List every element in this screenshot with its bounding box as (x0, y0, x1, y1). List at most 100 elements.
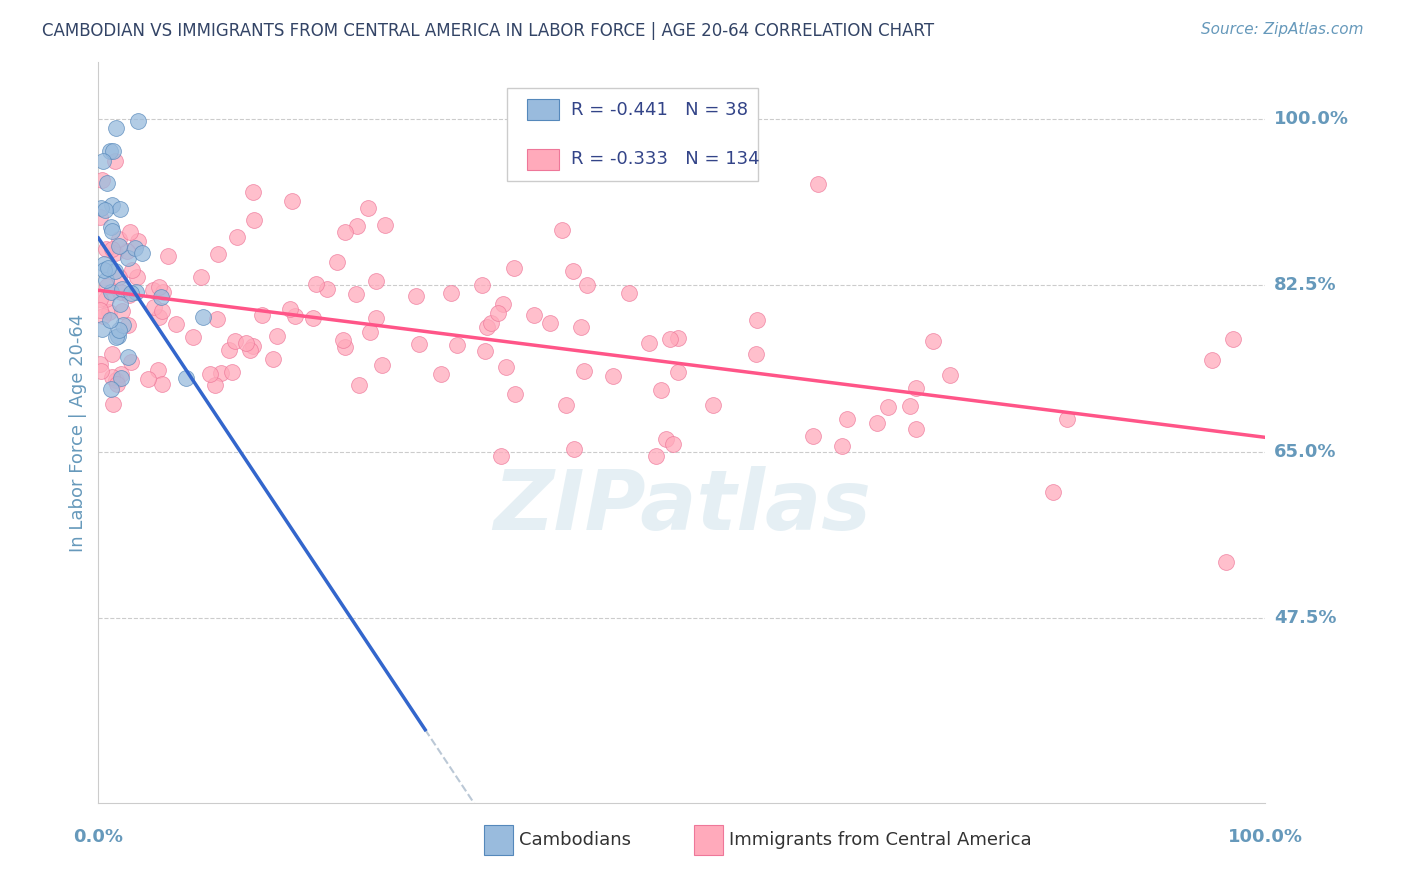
Point (98, 312, 121, 326)
Point (316, 282, 339, 296)
Point (602, 369, 624, 384)
Point (335, 340, 357, 354)
Point (204, 377, 226, 392)
Point (148, 363, 170, 377)
Point (104, 120, 127, 135)
Point (111, 304, 134, 318)
Point (101, 370, 124, 384)
Point (124, 241, 146, 255)
Point (405, 289, 427, 303)
Text: R = -0.333   N = 134: R = -0.333 N = 134 (571, 151, 759, 169)
Point (702, 398, 724, 412)
Point (110, 285, 132, 299)
Point (150, 377, 173, 392)
Point (107, 377, 129, 392)
Point (744, 347, 766, 361)
Point (371, 358, 394, 372)
Point (108, 202, 131, 216)
Point (104, 373, 127, 387)
Point (157, 249, 180, 263)
Point (278, 301, 301, 316)
Point (357, 201, 380, 215)
Point (344, 286, 367, 301)
Point (242, 339, 264, 353)
Point (125, 285, 148, 299)
Point (1042, 484, 1064, 499)
Point (489, 449, 512, 463)
Point (475, 319, 498, 334)
Point (149, 290, 172, 304)
Point (96, 279, 118, 293)
Point (97, 305, 120, 319)
Point (446, 338, 468, 352)
Point (90, 322, 112, 336)
Point (359, 325, 381, 339)
Point (165, 317, 187, 331)
Point (193, 310, 215, 324)
Point (218, 343, 240, 357)
FancyBboxPatch shape (693, 825, 723, 855)
Point (471, 277, 494, 292)
Point (111, 282, 134, 296)
Point (332, 334, 354, 348)
Point (745, 313, 768, 327)
Point (91, 309, 114, 323)
Point (866, 416, 889, 430)
Point (100, 219, 122, 234)
Point (430, 367, 453, 381)
Point (474, 344, 496, 359)
Point (326, 255, 349, 269)
Text: 100.0%: 100.0% (1227, 828, 1303, 846)
Point (150, 304, 173, 318)
Point (503, 261, 526, 276)
Point (120, 285, 142, 300)
Point (305, 277, 328, 291)
Point (94, 203, 117, 218)
Point (127, 234, 149, 248)
Text: Source: ZipAtlas.com: Source: ZipAtlas.com (1201, 22, 1364, 37)
FancyBboxPatch shape (508, 88, 758, 181)
Point (108, 239, 131, 253)
Y-axis label: In Labor Force | Age 20-64: In Labor Force | Age 20-64 (69, 313, 87, 552)
Point (572, 364, 595, 378)
Point (495, 359, 517, 374)
Point (281, 194, 304, 209)
Point (104, 264, 127, 278)
Point (347, 378, 370, 392)
Point (101, 396, 124, 410)
Text: ZIPatlas: ZIPatlas (494, 467, 870, 547)
Point (90, 364, 112, 378)
Text: Cambodians: Cambodians (519, 830, 630, 849)
Point (96, 292, 118, 306)
Point (104, 330, 127, 344)
Point (831, 439, 853, 453)
Point (876, 401, 898, 415)
Point (659, 332, 682, 346)
Point (110, 297, 132, 311)
Point (364, 274, 387, 288)
Point (142, 300, 165, 314)
Point (922, 334, 945, 349)
Point (239, 343, 262, 358)
Point (198, 367, 221, 381)
Point (1201, 353, 1223, 368)
Text: 82.5%: 82.5% (1274, 277, 1336, 294)
Point (101, 144, 124, 158)
Point (898, 399, 921, 413)
Point (117, 252, 139, 266)
Point (638, 335, 661, 350)
Point (224, 334, 246, 348)
Point (100, 145, 122, 159)
Point (346, 219, 368, 233)
Point (617, 285, 640, 300)
Point (333, 225, 356, 239)
Point (807, 177, 830, 191)
Point (503, 387, 526, 401)
Point (96, 242, 118, 256)
Point (117, 350, 139, 364)
Point (121, 263, 143, 277)
Point (136, 372, 159, 386)
Point (1215, 555, 1237, 569)
Point (666, 365, 689, 379)
Point (250, 309, 273, 323)
